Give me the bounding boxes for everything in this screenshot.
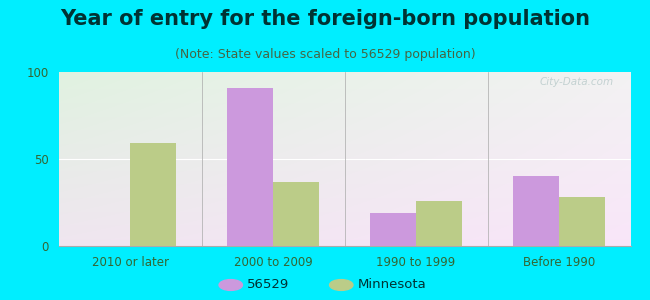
Bar	[514, 176, 559, 246]
Text: Year of entry for the foreign-born population: Year of entry for the foreign-born popul…	[60, 9, 590, 29]
Text: (Note: State values scaled to 56529 population): (Note: State values scaled to 56529 popu…	[175, 48, 475, 61]
Bar	[370, 213, 416, 246]
Text: Minnesota: Minnesota	[358, 278, 426, 292]
Bar	[130, 143, 176, 246]
Bar	[273, 182, 318, 246]
Bar	[227, 88, 273, 246]
Bar	[559, 197, 604, 246]
Text: City-Data.com: City-Data.com	[540, 77, 614, 87]
Text: 56529: 56529	[247, 278, 289, 292]
Bar	[416, 201, 462, 246]
